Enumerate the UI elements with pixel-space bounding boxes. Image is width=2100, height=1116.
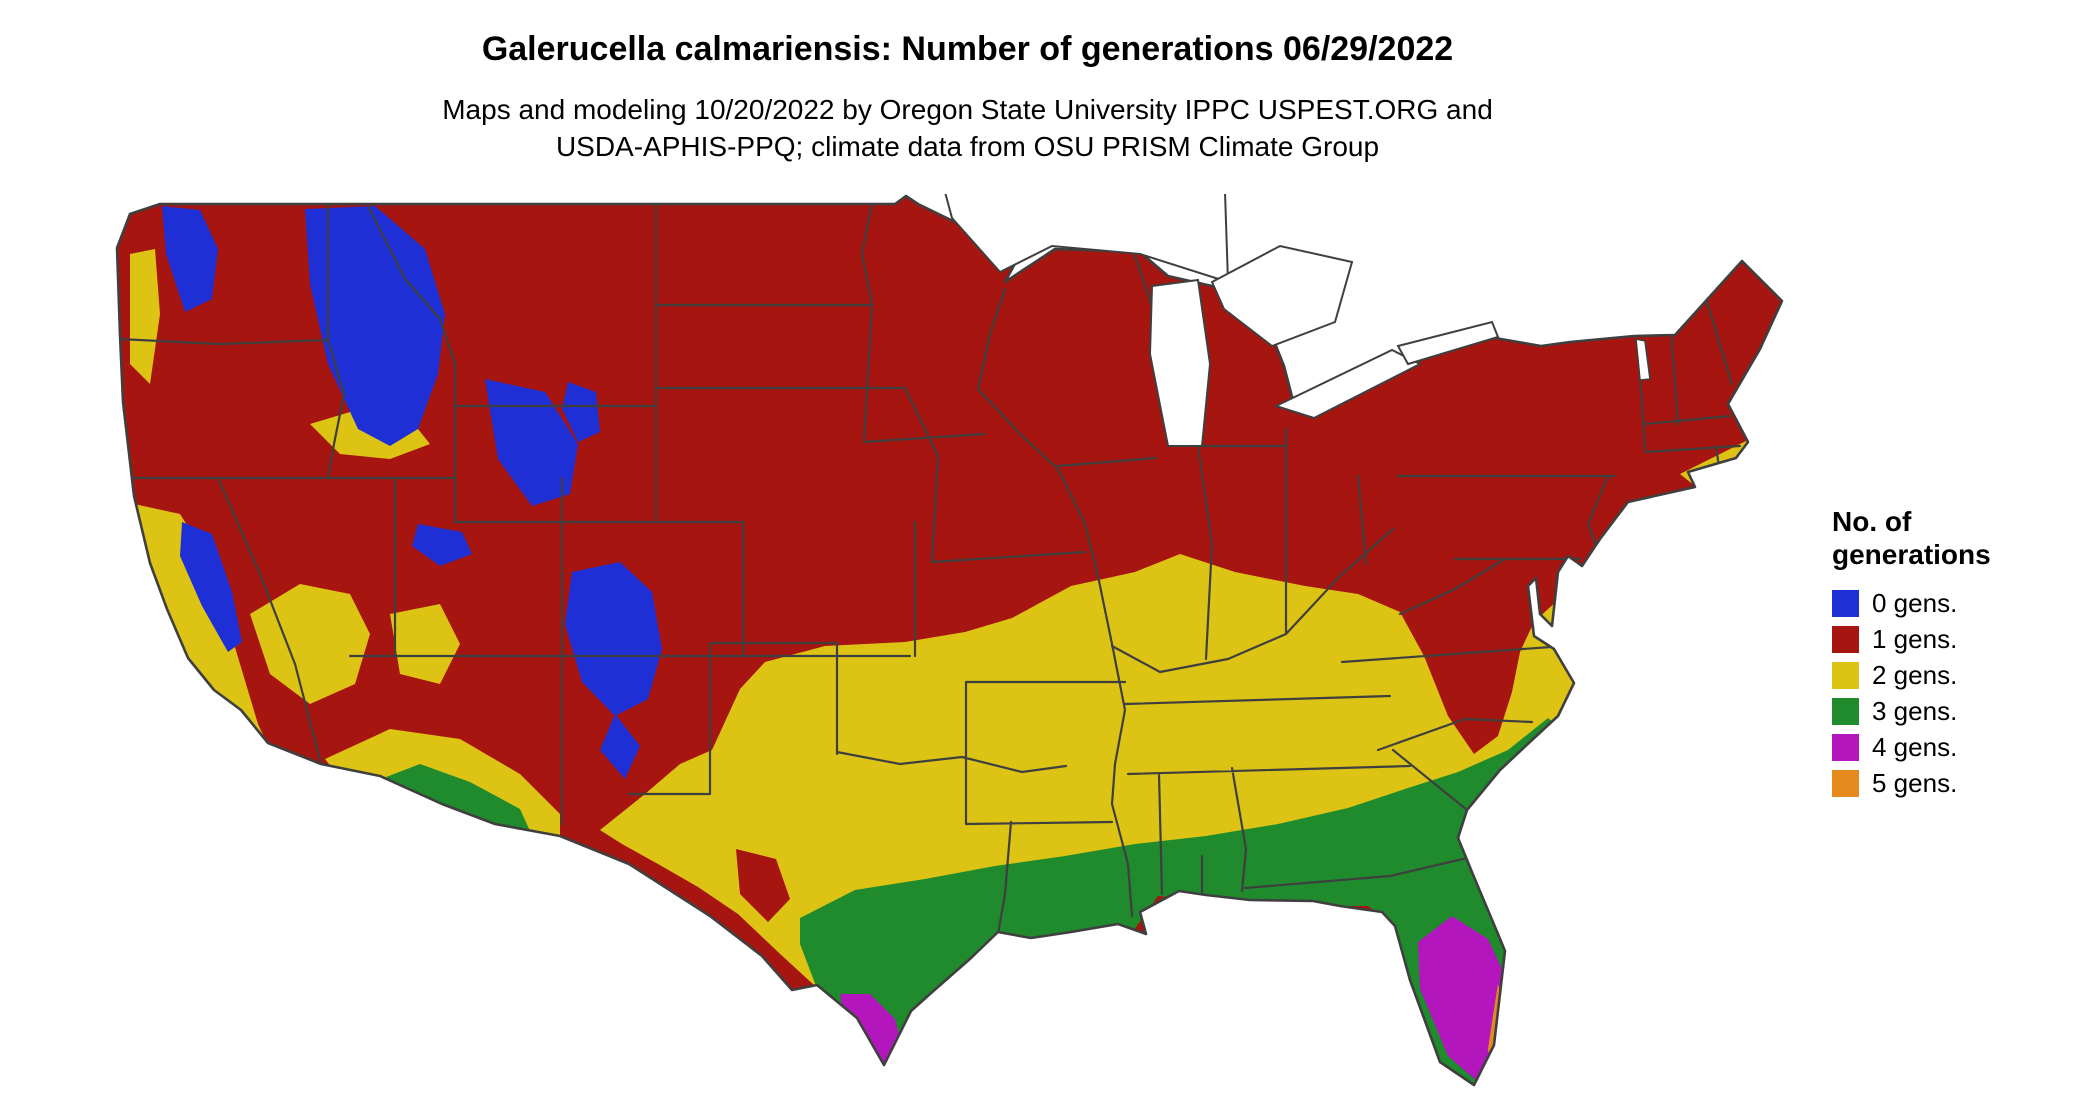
legend-title: No. of generations — [1832, 506, 1991, 571]
legend-item-1-gens: 1 gens. — [1832, 621, 2062, 657]
legend-label-1-gens: 1 gens. — [1872, 623, 1958, 654]
legend-item-0-gens: 0 gens. — [1832, 585, 2062, 621]
legend-swatch-0-gens — [1832, 589, 1859, 617]
legend-item-3-gens: 3 gens. — [1832, 693, 2062, 729]
legend-label-3-gens: 3 gens. — [1872, 695, 1958, 726]
legend-label-4-gens: 4 gens. — [1872, 731, 1958, 762]
subtitle-line-2: USDA-APHIS-PPQ; climate data from OSU PR… — [555, 130, 1380, 162]
legend-swatch-4-gens — [1832, 733, 1859, 761]
subtitle-line-1: Maps and modeling 10/20/2022 by Oregon S… — [442, 94, 1493, 125]
legend-label-5-gens: 5 gens. — [1872, 767, 1958, 798]
legend-swatch-2-gens — [1832, 661, 1859, 689]
region-0-gens-uinta — [412, 524, 472, 566]
region-0-gens-colorado-rockies — [565, 562, 662, 716]
lake-ontario — [1396, 320, 1500, 366]
page-title: Galerucella calmariensis: Number of gene… — [481, 30, 1454, 68]
legend-items: 0 gens. 1 gens. 2 gens. 3 gens. 4 gens. … — [1832, 585, 2062, 801]
legend-label-0-gens: 0 gens. — [1872, 587, 1958, 618]
region-2-gens-willamette — [130, 249, 160, 384]
state-borders — [118, 201, 1742, 936]
region-0-gens-bighorn — [562, 382, 600, 442]
us-map — [100, 191, 1800, 1094]
region-2-gens-nevada — [250, 584, 370, 704]
legend-item-4-gens: 4 gens. — [1832, 729, 2062, 765]
lake-huron — [1210, 244, 1354, 348]
title-block: Galerucella calmariensis: Number of gene… — [0, 30, 1935, 69]
region-0-gens-sierra-nevada — [180, 522, 242, 652]
region-1-gen-davis-mountains — [736, 849, 790, 922]
region-0-gens-cascades — [162, 206, 218, 312]
subtitle-block: Maps and modeling 10/20/2022 by Oregon S… — [0, 92, 1935, 166]
region-3-gens-main — [800, 718, 1578, 1085]
lake-champlain — [1635, 337, 1651, 381]
region-0-gens-sangre-de-cristo — [600, 714, 640, 779]
lake-superior — [943, 191, 1230, 284]
legend-item-5-gens: 5 gens. — [1832, 765, 2062, 801]
region-0-gens-yellowstone — [485, 379, 578, 506]
legend-label-2-gens: 2 gens. — [1872, 659, 1958, 690]
map-legend: No. of generations 0 gens. 1 gens. 2 gen… — [1832, 505, 2062, 801]
lake-michigan — [1148, 278, 1212, 447]
legend-swatch-3-gens — [1832, 697, 1859, 725]
legend-swatch-1-gens — [1832, 625, 1859, 653]
us-map-svg — [115, 191, 1784, 1087]
region-2-gens-utah — [390, 604, 460, 684]
region-4-gens-florida — [1418, 916, 1502, 1082]
region-2-gens-california — [134, 504, 270, 750]
legend-item-2-gens: 2 gens. — [1832, 657, 2062, 693]
region-0-gens-northern-rockies — [305, 206, 445, 446]
legend-swatch-5-gens — [1832, 769, 1859, 797]
lake-erie — [1273, 348, 1423, 420]
